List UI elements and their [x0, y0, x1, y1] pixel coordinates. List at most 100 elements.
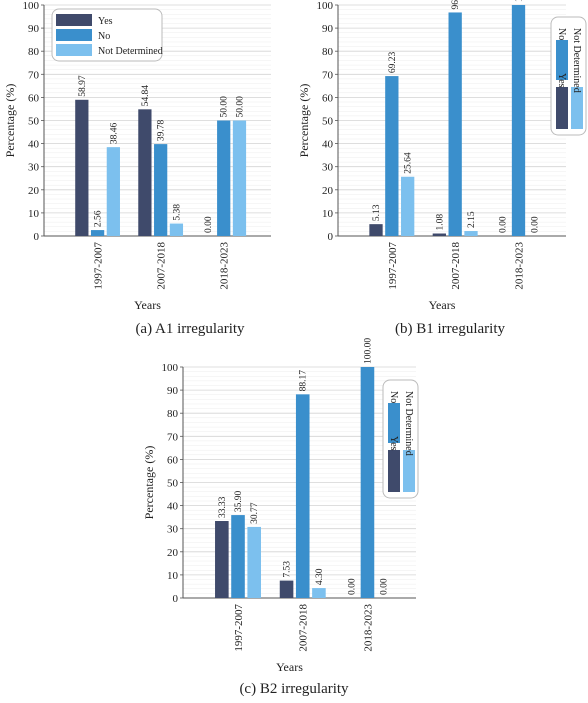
legend-label: No [388, 391, 399, 403]
bar-not-determined [247, 526, 261, 598]
bar-no [385, 76, 399, 236]
y-tick-label: 90 [322, 23, 334, 35]
legend-label: No [98, 31, 110, 42]
y-tick-label: 60 [28, 92, 40, 104]
x-tick-label: 2018-2023 [362, 604, 374, 652]
legend: No Yes Not Determined [382, 379, 419, 499]
data-label: 0.00 [204, 216, 214, 233]
legend-swatch [556, 40, 568, 80]
x-tick-label: 2007-2018 [298, 604, 310, 652]
legend-swatch [388, 450, 400, 492]
y-tick-label: 20 [167, 547, 179, 559]
y-tick-label: 70 [322, 69, 334, 81]
y-tick-label: 0 [34, 231, 40, 243]
data-label: 30.77 [250, 502, 260, 524]
bar-no [360, 367, 375, 598]
y-tick-label: 80 [322, 46, 334, 58]
legend-label: Not Determined [403, 391, 414, 456]
data-label: 5.38 [172, 204, 182, 221]
y-tick-label: 40 [167, 501, 179, 513]
bar-yes [279, 580, 294, 598]
y-tick-label: 20 [322, 185, 334, 197]
bar-yes [369, 224, 383, 236]
y-tick-label: 20 [28, 185, 40, 197]
legend-label: Yes [98, 16, 113, 27]
data-label: 54.84 [141, 85, 151, 107]
legend-swatch [388, 403, 400, 443]
chart-3: 0 10 20 30 40 50 60 70 80 90 100 Percentage (%) 33.3… [142, 338, 419, 697]
data-label: 2.15 [467, 211, 477, 228]
chart-caption: (c) B2 irregularity [239, 681, 349, 697]
x-axis-label: Years [429, 298, 456, 312]
data-label: 0.00 [380, 578, 390, 595]
bar-yes [432, 233, 446, 236]
data-label: 38.46 [109, 123, 119, 145]
bar-yes [75, 99, 89, 236]
data-label: 1.08 [435, 214, 445, 231]
legend-label: Yes [388, 436, 399, 451]
legend-swatch [56, 14, 92, 26]
y-axis-label: Percentage (%) [3, 84, 17, 158]
legend: Yes No Not Determined [51, 8, 163, 62]
y-tick-label: 10 [322, 208, 334, 220]
x-tick-label: 2007-2018 [450, 242, 462, 290]
y-tick-label: 100 [23, 0, 40, 12]
x-tick-label: 1997-2007 [93, 242, 105, 290]
y-tick-label: 70 [167, 431, 179, 443]
legend-swatch [556, 87, 568, 129]
data-label: 88.17 [299, 370, 309, 392]
legend-label: Not Determined [98, 46, 163, 57]
y-tick-label: 10 [28, 208, 40, 220]
x-tick-label: 2018-2023 [514, 242, 526, 290]
y-tick-label: 90 [28, 23, 40, 35]
data-label: 4.30 [315, 568, 325, 585]
y-axis-label: Percentage (%) [297, 84, 311, 158]
data-label: 7.53 [283, 561, 293, 578]
y-tick-label: 80 [28, 46, 40, 58]
bar-yes [215, 521, 229, 598]
legend-swatch [403, 450, 415, 492]
data-label: 100.00 [363, 338, 373, 364]
y-tick-label: 30 [167, 524, 179, 536]
y-tick-label: 70 [28, 69, 40, 81]
x-tick-label: 2007-2018 [156, 242, 168, 290]
data-label: 0.00 [530, 216, 540, 233]
data-label: 5.13 [372, 204, 382, 221]
legend-swatch [56, 44, 92, 56]
data-label: 0.00 [347, 578, 357, 595]
data-label: 35.90 [234, 490, 244, 512]
data-label: 50.00 [220, 96, 230, 118]
legend-swatch [56, 29, 92, 41]
data-label: 50.00 [235, 96, 245, 118]
chart-caption: (b) B1 irregularity [395, 321, 505, 337]
bar-not-determined [464, 231, 478, 236]
y-tick-label: 10 [167, 570, 179, 582]
data-label: 69.23 [388, 51, 398, 73]
data-label: 33.33 [218, 496, 228, 518]
legend-swatch [571, 87, 583, 129]
x-tick-label: 1997-2007 [387, 242, 399, 290]
chart-1: 0 10 20 30 40 50 60 70 80 90 100 Percentage (%) 58.9… [3, 0, 271, 337]
data-label: 96.77 [451, 0, 461, 9]
y-tick-label: 0 [173, 593, 179, 605]
y-tick-label: 60 [322, 92, 334, 104]
bar-no [511, 5, 526, 236]
legend-label: Not Determined [571, 28, 582, 93]
y-tick-label: 100 [317, 0, 334, 12]
data-label: 100.00 [515, 0, 525, 2]
y-tick-label: 40 [322, 139, 334, 151]
y-tick-label: 50 [28, 116, 40, 128]
chart-2: 0 10 20 30 40 50 60 70 80 90 100 Percentage (%) 5.13… [297, 0, 587, 337]
y-tick-label: 30 [28, 162, 40, 174]
legend-label: No [556, 28, 567, 40]
x-tick-label: 1997-2007 [233, 604, 245, 652]
bar-yes [138, 109, 152, 236]
y-tick-label: 100 [162, 362, 179, 374]
bar-no [217, 120, 231, 236]
y-tick-label: 60 [167, 454, 179, 466]
y-tick-label: 30 [322, 162, 334, 174]
y-axis-label: Percentage (%) [142, 446, 156, 520]
legend: No Yes Not Determined [550, 16, 587, 136]
y-tick-label: 40 [28, 139, 40, 151]
